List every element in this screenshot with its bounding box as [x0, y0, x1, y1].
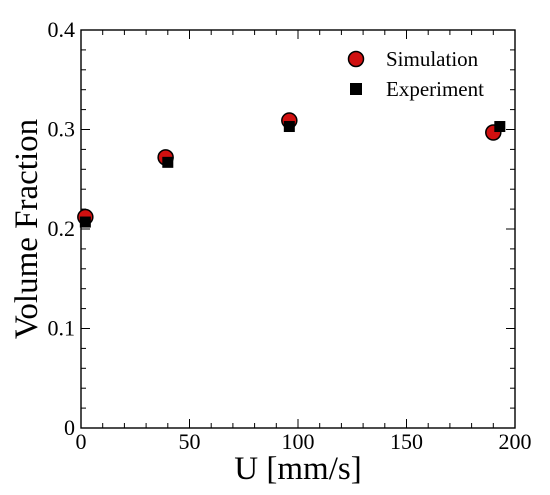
experiment-point: [283, 121, 295, 133]
x-tick-label: 100: [282, 429, 315, 454]
legend-experiment-marker: [350, 83, 362, 95]
y-tick-label: 0: [64, 415, 75, 440]
legend-experiment-label: Experiment: [386, 77, 484, 101]
x-axis-title: U [mm/s]: [234, 451, 361, 487]
legend-simulation-marker: [347, 50, 365, 68]
experiment-point: [79, 216, 91, 228]
x-tick-label: 0: [76, 429, 87, 454]
legend: Simulation Experiment: [347, 47, 484, 101]
experiment-point: [494, 121, 506, 133]
y-tick-label: 0.4: [48, 17, 76, 42]
experiment-point: [162, 156, 174, 168]
tick-labels-layer: 0 50 100 150 200 0 0.1 0.2 0.3 0.4: [48, 17, 532, 454]
x-tick-label: 200: [499, 429, 532, 454]
legend-simulation-label: Simulation: [386, 47, 479, 71]
y-axis-title: Volume Fraction: [9, 119, 45, 339]
y-tick-label: 0.2: [48, 216, 76, 241]
data-points-layer: [77, 112, 506, 228]
y-tick-label: 0.1: [48, 316, 76, 341]
x-tick-label: 150: [390, 429, 423, 454]
ticks-layer: [80, 29, 516, 429]
y-tick-label: 0.3: [48, 117, 76, 142]
x-tick-label: 50: [179, 429, 201, 454]
